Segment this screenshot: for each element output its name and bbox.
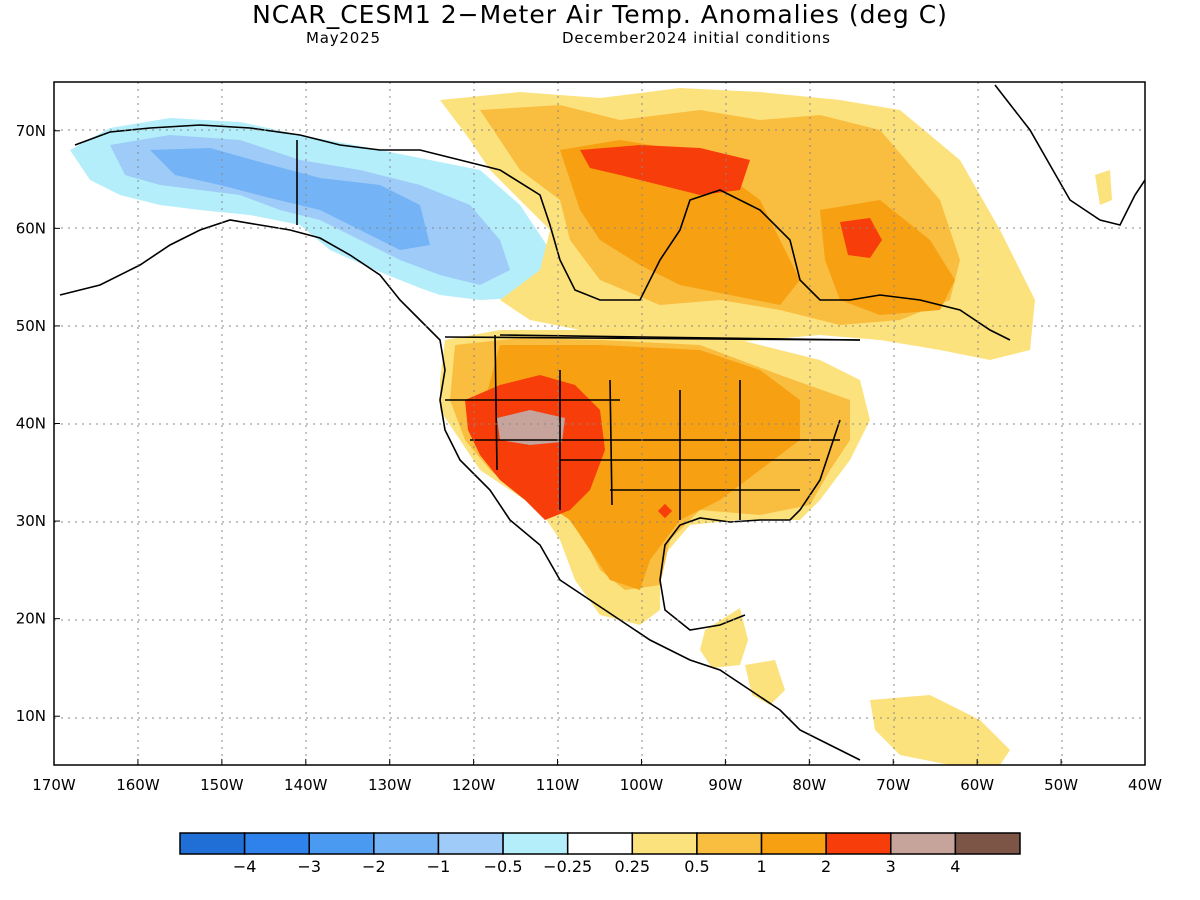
lat-tick-label: 70N <box>16 122 46 140</box>
anomaly-shading <box>70 88 1112 765</box>
warm-region-yucatan <box>700 608 748 668</box>
colorbar-swatch <box>566 832 634 855</box>
colorbar-label: −3 <box>297 857 321 876</box>
colorbar-label: −4 <box>233 857 257 876</box>
lon-tick-label: 70W <box>876 776 910 794</box>
colorbar-label: 2 <box>821 857 831 876</box>
cold-region-alaska-deep <box>150 148 430 250</box>
colorbar-label: 4 <box>950 857 960 876</box>
gridlines <box>54 82 1145 765</box>
colorbar-swatch <box>179 832 246 855</box>
colorbar-label: 0.5 <box>684 857 709 876</box>
initial-conditions: December2024 initial conditions <box>562 29 831 47</box>
lon-tick-label: 50W <box>1044 776 1078 794</box>
colorbar-swatch <box>760 832 827 855</box>
colorbar-label: −0.5 <box>484 857 523 876</box>
colorbar-swatch <box>631 832 698 855</box>
state-borders <box>445 334 861 520</box>
warm-region-central-america <box>745 660 785 705</box>
colorbar-swatch <box>890 832 957 855</box>
colorbar-label: −2 <box>362 857 386 876</box>
colorbar-swatch <box>502 832 569 855</box>
canada-border <box>296 140 861 341</box>
lon-tick-label: 110W <box>536 776 580 794</box>
colorbar-swatch <box>373 832 440 855</box>
forecast-month: May2025 <box>306 29 381 47</box>
colorbar-swatch <box>954 832 1021 855</box>
lon-tick-label: 90W <box>708 776 742 794</box>
lon-tick-label: 100W <box>620 776 664 794</box>
lat-tick-label: 50N <box>16 317 46 335</box>
warm-region-hudson <box>560 140 800 305</box>
colorbar-label: −1 <box>427 857 451 876</box>
coastline-arctic <box>74 124 1011 341</box>
map-title: NCAR_CESM1 2−Meter Air Temp. Anomalies (… <box>252 0 948 29</box>
lat-tick-label: 10N <box>16 707 46 725</box>
colorbar-swatch <box>308 832 375 855</box>
lon-tick-label: 80W <box>792 776 826 794</box>
lon-tick-label: 40W <box>1128 776 1162 794</box>
coastlines <box>59 84 1145 761</box>
coastline-gulf <box>659 419 841 631</box>
longitude-axis: 170W 160W 150W 140W 130W 120W 110W 100W 90W 80W 70… <box>32 759 1162 794</box>
colorbar: −4 −3 −2 −1 −0.5 −0.25 0.25 0.5 1 2 3 4 <box>179 832 1021 876</box>
colorbar-swatch <box>437 832 504 855</box>
lon-tick-label: 60W <box>960 776 994 794</box>
hot-region-labrador <box>840 218 882 258</box>
hot-region-southwest <box>465 375 605 520</box>
lat-tick-label: 30N <box>16 512 46 530</box>
warm-region-greenland <box>1095 170 1112 205</box>
coastline-greenland <box>994 84 1145 226</box>
lon-tick-label: 160W <box>116 776 160 794</box>
colorbar-label: −0.25 <box>543 857 592 876</box>
very-hot-region-nevada-utah <box>497 410 565 445</box>
colorbar-swatch <box>825 832 892 855</box>
latitude-axis: 10N 20N 30N 40N 50N 60N 70N <box>16 122 60 725</box>
coastline-alaska <box>59 219 861 761</box>
lon-tick-label: 120W <box>452 776 496 794</box>
lon-tick-label: 150W <box>200 776 244 794</box>
lat-tick-label: 40N <box>16 415 46 433</box>
warm-region-south-america <box>870 695 1010 765</box>
lat-tick-label: 20N <box>16 610 46 628</box>
colorbar-swatch <box>243 832 310 855</box>
lon-tick-label: 140W <box>284 776 328 794</box>
lat-tick-label: 60N <box>16 219 46 237</box>
colorbar-label: 3 <box>886 857 896 876</box>
hot-region-baffin <box>580 145 750 195</box>
lon-tick-label: 130W <box>368 776 412 794</box>
hot-spot-texas <box>657 503 673 519</box>
colorbar-swatch <box>696 832 763 855</box>
colorbar-label: 0.25 <box>614 857 650 876</box>
colorbar-label: 1 <box>756 857 766 876</box>
lon-tick-label: 170W <box>32 776 76 794</box>
